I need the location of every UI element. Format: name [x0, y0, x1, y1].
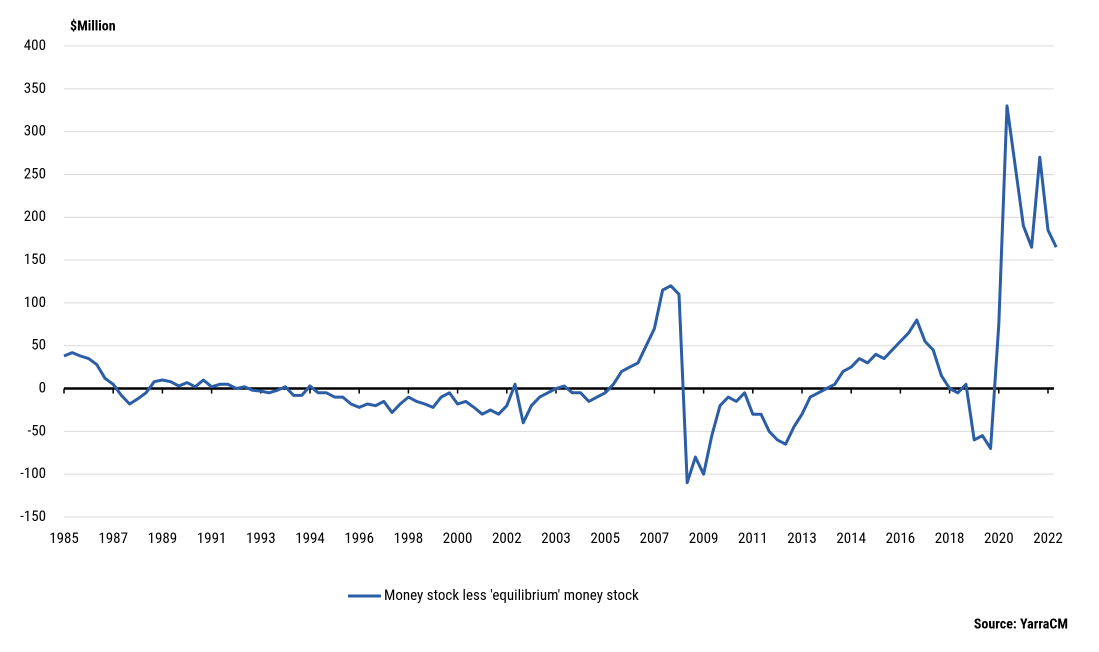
x-tick-label: 2007	[640, 529, 670, 547]
x-tick-label: 2011	[738, 529, 768, 547]
x-tick-label: 2016	[886, 529, 916, 547]
x-tick-label: 2013	[787, 529, 817, 547]
x-tick-label: 2000	[443, 529, 473, 547]
x-tick-label: 1985	[49, 529, 79, 547]
x-tick-label: 2018	[935, 529, 965, 547]
y-tick-label: 100	[24, 293, 46, 311]
x-tick-label: 2002	[492, 529, 522, 547]
x-tick-label: 2014	[836, 529, 866, 547]
y-tick-label: 0	[39, 379, 46, 397]
y-tick-label: -50	[27, 421, 46, 439]
y-tick-label: 250	[24, 164, 46, 182]
data-line	[63, 104, 1058, 485]
x-tick-label: 2003	[541, 529, 571, 547]
y-tick-label: 50	[31, 336, 46, 354]
y-tick-label: 400	[24, 36, 46, 54]
x-tick-label: 1989	[148, 529, 178, 547]
x-tick-label: 1996	[344, 529, 374, 547]
x-tick-label: 2020	[984, 529, 1014, 547]
x-tick-label: 1987	[98, 529, 128, 547]
x-tick-label: 1998	[394, 529, 424, 547]
y-tick-label: 350	[24, 79, 46, 97]
source: Source: YarraCM	[974, 617, 1068, 633]
x-tick-label: 1994	[295, 529, 325, 547]
legend-label: Money stock less 'equilibrium' money sto…	[384, 586, 639, 604]
x-tick-label: 2022	[1033, 529, 1063, 547]
x-tick-label: 2005	[590, 529, 620, 547]
y-tick-label: -150	[20, 507, 46, 525]
x-tick-label: 2009	[689, 529, 719, 547]
x-tick-label: 1991	[197, 529, 227, 547]
y-tick-label: -100	[20, 464, 46, 482]
y-tick-label: 200	[24, 207, 46, 225]
x-tick-label: 1993	[246, 529, 276, 547]
y-axis-title: $Million	[70, 18, 116, 35]
y-tick-label: 150	[24, 250, 46, 268]
y-tick-label: 300	[24, 122, 46, 140]
